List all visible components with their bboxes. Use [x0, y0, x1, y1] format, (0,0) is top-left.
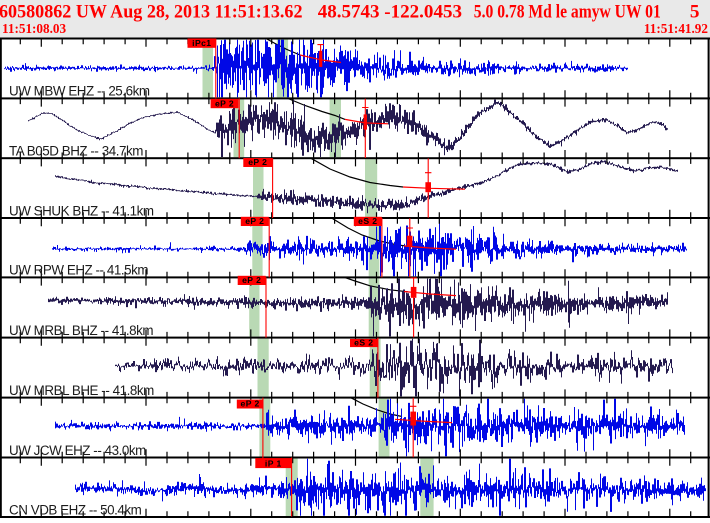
svg-text:eS 2: eS 2: [358, 216, 377, 226]
svg-text:CN VDB EHZ -- 50.4km: CN VDB EHZ -- 50.4km: [9, 502, 142, 517]
svg-text:UW JCW EHZ -- 43.0km: UW JCW EHZ -- 43.0km: [9, 443, 146, 458]
svg-text:UW MRBL BHE -- 41.8km: UW MRBL BHE -- 41.8km: [9, 383, 154, 398]
svg-text:48.5743 -122.0453: 48.5743 -122.0453: [318, 1, 462, 22]
svg-text:eP 2: eP 2: [215, 98, 234, 108]
svg-text:eP 2: eP 2: [241, 399, 260, 409]
svg-text:eS 2: eS 2: [354, 337, 373, 347]
svg-text:eP 2: eP 2: [245, 216, 264, 226]
svg-text:UW MRBL BHZ -- 41.8km: UW MRBL BHZ -- 41.8km: [9, 323, 153, 338]
svg-text:60580862 UW Aug 28, 2013 11:51: 60580862 UW Aug 28, 2013 11:51:13.62: [0, 1, 303, 22]
svg-text:11:51:41.92: 11:51:41.92: [644, 21, 709, 36]
svg-text:eP 2: eP 2: [242, 275, 261, 285]
svg-text:UW SHUK BHZ -- 41.1km: UW SHUK BHZ -- 41.1km: [9, 203, 154, 218]
svg-text:eP 2: eP 2: [248, 157, 267, 167]
svg-text:UW MBW EHZ -- 25.6km: UW MBW EHZ -- 25.6km: [9, 84, 150, 99]
svg-text:5: 5: [690, 1, 700, 22]
svg-text:iPc1: iPc1: [192, 38, 211, 48]
svg-text:TA B05D BHZ -- 34.7km: TA B05D BHZ -- 34.7km: [9, 144, 143, 159]
svg-text:11:51:08.03: 11:51:08.03: [2, 21, 67, 36]
svg-text:iP 1: iP 1: [265, 458, 282, 468]
svg-text:UW RPW EHZ -- 41.5km: UW RPW EHZ -- 41.5km: [9, 263, 148, 278]
svg-text:5.0 0.78 Md le amyw UW 01: 5.0 0.78 Md le amyw UW 01: [474, 1, 661, 22]
